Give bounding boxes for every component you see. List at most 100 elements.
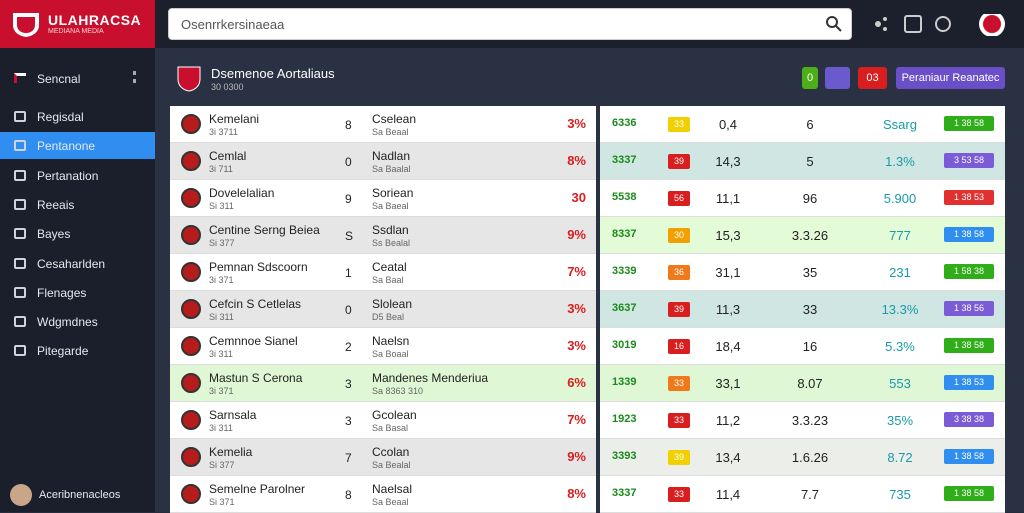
player-name: Cemnnoe Sianel <box>209 334 298 348</box>
row-left: Cemnnoe Sianel 3i 311 2 Naelsn Sa Boaal 3% <box>170 328 596 365</box>
team-logo <box>181 114 201 134</box>
percentage: 3% <box>567 116 586 131</box>
team-logo <box>181 299 201 319</box>
page-title: Dsemenoe Aortaliaus <box>211 66 335 81</box>
sidebar-item[interactable]: Pertanation <box>0 162 155 189</box>
sidebar-item[interactable]: Cesaharlden <box>0 250 155 277</box>
search-box[interactable]: Osenrrkersinaeaa <box>168 8 852 40</box>
sidebar-label: Flenages <box>37 285 87 300</box>
status-badge: 1 38 58 <box>944 116 994 131</box>
row-right: 1339 33 33,1 8.07 553 1 38 53 <box>600 365 1005 402</box>
team-sub: Sa Basal <box>372 423 409 433</box>
team-sub: Sa Beaal <box>372 127 409 137</box>
player-sub: 3i 371 <box>209 386 234 396</box>
sidebar-item[interactable]: Pitegarde <box>0 337 155 364</box>
stat-value-3: 1.3% <box>885 154 915 169</box>
avatar <box>10 484 32 506</box>
red-button[interactable]: 03 <box>858 67 887 89</box>
stat-value-3: 5.3% <box>885 339 915 354</box>
stat-value: 11,3 <box>715 302 741 317</box>
table-row[interactable]: Mastun S Cerona 3i 371 3 Mandenes Menderiua… <box>170 365 1005 402</box>
status-badge: 3 53 58 <box>944 153 994 168</box>
team-sub: Sa Boaal <box>372 349 409 359</box>
status-badge: 1 38 58 <box>944 338 994 353</box>
percentage: 3% <box>567 338 586 353</box>
player-name: Kemelia <box>209 445 253 459</box>
team-logo <box>181 225 201 245</box>
stat-badge: 33 <box>668 487 690 502</box>
player-sub: 3i 3711 <box>209 127 238 137</box>
player-name: Kemelani <box>209 112 260 126</box>
stat-value-3: 8.72 <box>887 450 913 465</box>
stat-value: 11,2 <box>715 413 741 428</box>
sidebar-label: Pitegarde <box>37 344 89 359</box>
percentage: 3% <box>567 301 586 316</box>
team-name: Naelsal <box>372 482 413 496</box>
player-sub: Si 311 <box>209 201 234 211</box>
more-icon <box>133 71 136 83</box>
table-row[interactable]: Cemnnoe Sianel 3i 311 2 Naelsn Sa Boaal 3% 301… <box>170 328 1005 365</box>
team-logo <box>181 262 201 282</box>
stat-badge: 56 <box>668 191 690 206</box>
status-badge: 1 38 53 <box>944 190 994 205</box>
table-row[interactable]: Cefcin S Cetlelas Si 311 0 Slolean D5 Beal 3%… <box>170 291 1005 328</box>
play-button[interactable] <box>825 67 850 89</box>
sidebar-label: Bayes <box>37 227 71 242</box>
row-number: 3 <box>345 414 352 428</box>
logo[interactable]: ULAHRACSA MEDIANA MEDIA <box>0 0 155 48</box>
green-button[interactable]: 0 <box>802 67 818 89</box>
row-left: Kemelia Si 377 7 Ccolan Sa Bealal 9% <box>170 439 596 476</box>
sidebar-item[interactable]: Flenages <box>0 279 155 306</box>
stat-value-2: 35 <box>802 265 818 280</box>
percentage: 8% <box>567 486 586 501</box>
stat-badge: 36 <box>668 265 690 280</box>
row-number: 8 <box>345 488 352 502</box>
stat-value-2: 3.3.23 <box>791 413 829 428</box>
row-left: Mastun S Cerona 3i 371 3 Mandenes Menderiua… <box>170 365 596 402</box>
row-number: S <box>345 229 354 243</box>
table-row[interactable]: Pemnan Sdscoorn 3i 371 1 Ceatal Sa Baal 7% 333… <box>170 254 1005 291</box>
stat-value-3: 231 <box>889 265 911 280</box>
stat-badge: 39 <box>668 450 690 465</box>
stat-code: 1339 <box>612 376 637 388</box>
sidebar-label: Cesaharlden <box>37 256 106 271</box>
status-badge: 1 38 58 <box>944 449 994 464</box>
sidebar-icon <box>14 316 26 328</box>
sidebar-item[interactable]: Bayes <box>0 220 155 247</box>
stat-value-3: 735 <box>889 487 911 502</box>
table-row[interactable]: Dovelelalian Si 311 9 Soriean Sa Baeal 30 5538… <box>170 180 1005 217</box>
percentage: 30 <box>571 190 586 205</box>
table-row[interactable]: Cemlal 3i 711 0 Nadlan Sa Baalal 8% 3337 39 14,3… <box>170 143 1005 180</box>
team-logo <box>181 484 201 504</box>
table-row[interactable]: Sarnsala 3i 311 3 Gcolean Sa Basal 7% 1923 33 11… <box>170 402 1005 439</box>
player-name: Centine Serng Beiea <box>209 223 320 237</box>
sidebar-item[interactable]: Pentanone <box>0 132 155 160</box>
player-sub: 3i 311 <box>209 349 233 359</box>
search-placeholder: Osenrrkersinaeaa <box>181 17 285 32</box>
table-row[interactable]: Centine Serng Beiea Si 377 S Ssdlan Ss Beala… <box>170 217 1005 254</box>
row-left: Pemnan Sdscoorn 3i 371 1 Ceatal Sa Baal 7% <box>170 254 596 291</box>
user-name: Aceribnenacleos <box>39 489 121 501</box>
sidebar-item[interactable]: Regisdal <box>0 103 155 130</box>
sidebar-item[interactable]: Wdgmdnes <box>0 308 155 335</box>
percentage: 9% <box>567 449 586 464</box>
user-profile[interactable]: Aceribnenacleos <box>0 482 155 509</box>
action-button[interactable]: Peraniaur Reanatec <box>896 67 1005 89</box>
header-icons[interactable] <box>868 14 1018 36</box>
percentage: 6% <box>567 375 586 390</box>
stat-code: 1923 <box>612 413 637 425</box>
player-name: Cefcin S Cetlelas <box>209 297 302 311</box>
sidebar-header[interactable]: Sencnal <box>0 65 155 92</box>
row-number: 0 <box>345 303 352 317</box>
table-row[interactable]: Kemelani 3i 3711 8 Cselean Sa Beaal 3% 6336 33 0… <box>170 106 1005 143</box>
sidebar-item[interactable]: Reeais <box>0 191 155 218</box>
table-row[interactable]: Semelne Parolner Si 371 8 Naelsal Sa Beaal 8%… <box>170 476 1005 513</box>
table-row[interactable]: Kemelia Si 377 7 Ccolan Sa Bealal 9% 3393 39 13,… <box>170 439 1005 476</box>
player-sub: Si 377 <box>209 238 235 248</box>
logo-subtitle: MEDIANA MEDIA <box>48 28 104 35</box>
row-number: 8 <box>345 118 352 132</box>
stat-value: 0,4 <box>718 117 738 132</box>
team-sub: Sa Beaal <box>372 497 409 507</box>
row-left: Kemelani 3i 3711 8 Cselean Sa Beaal 3% <box>170 106 596 143</box>
